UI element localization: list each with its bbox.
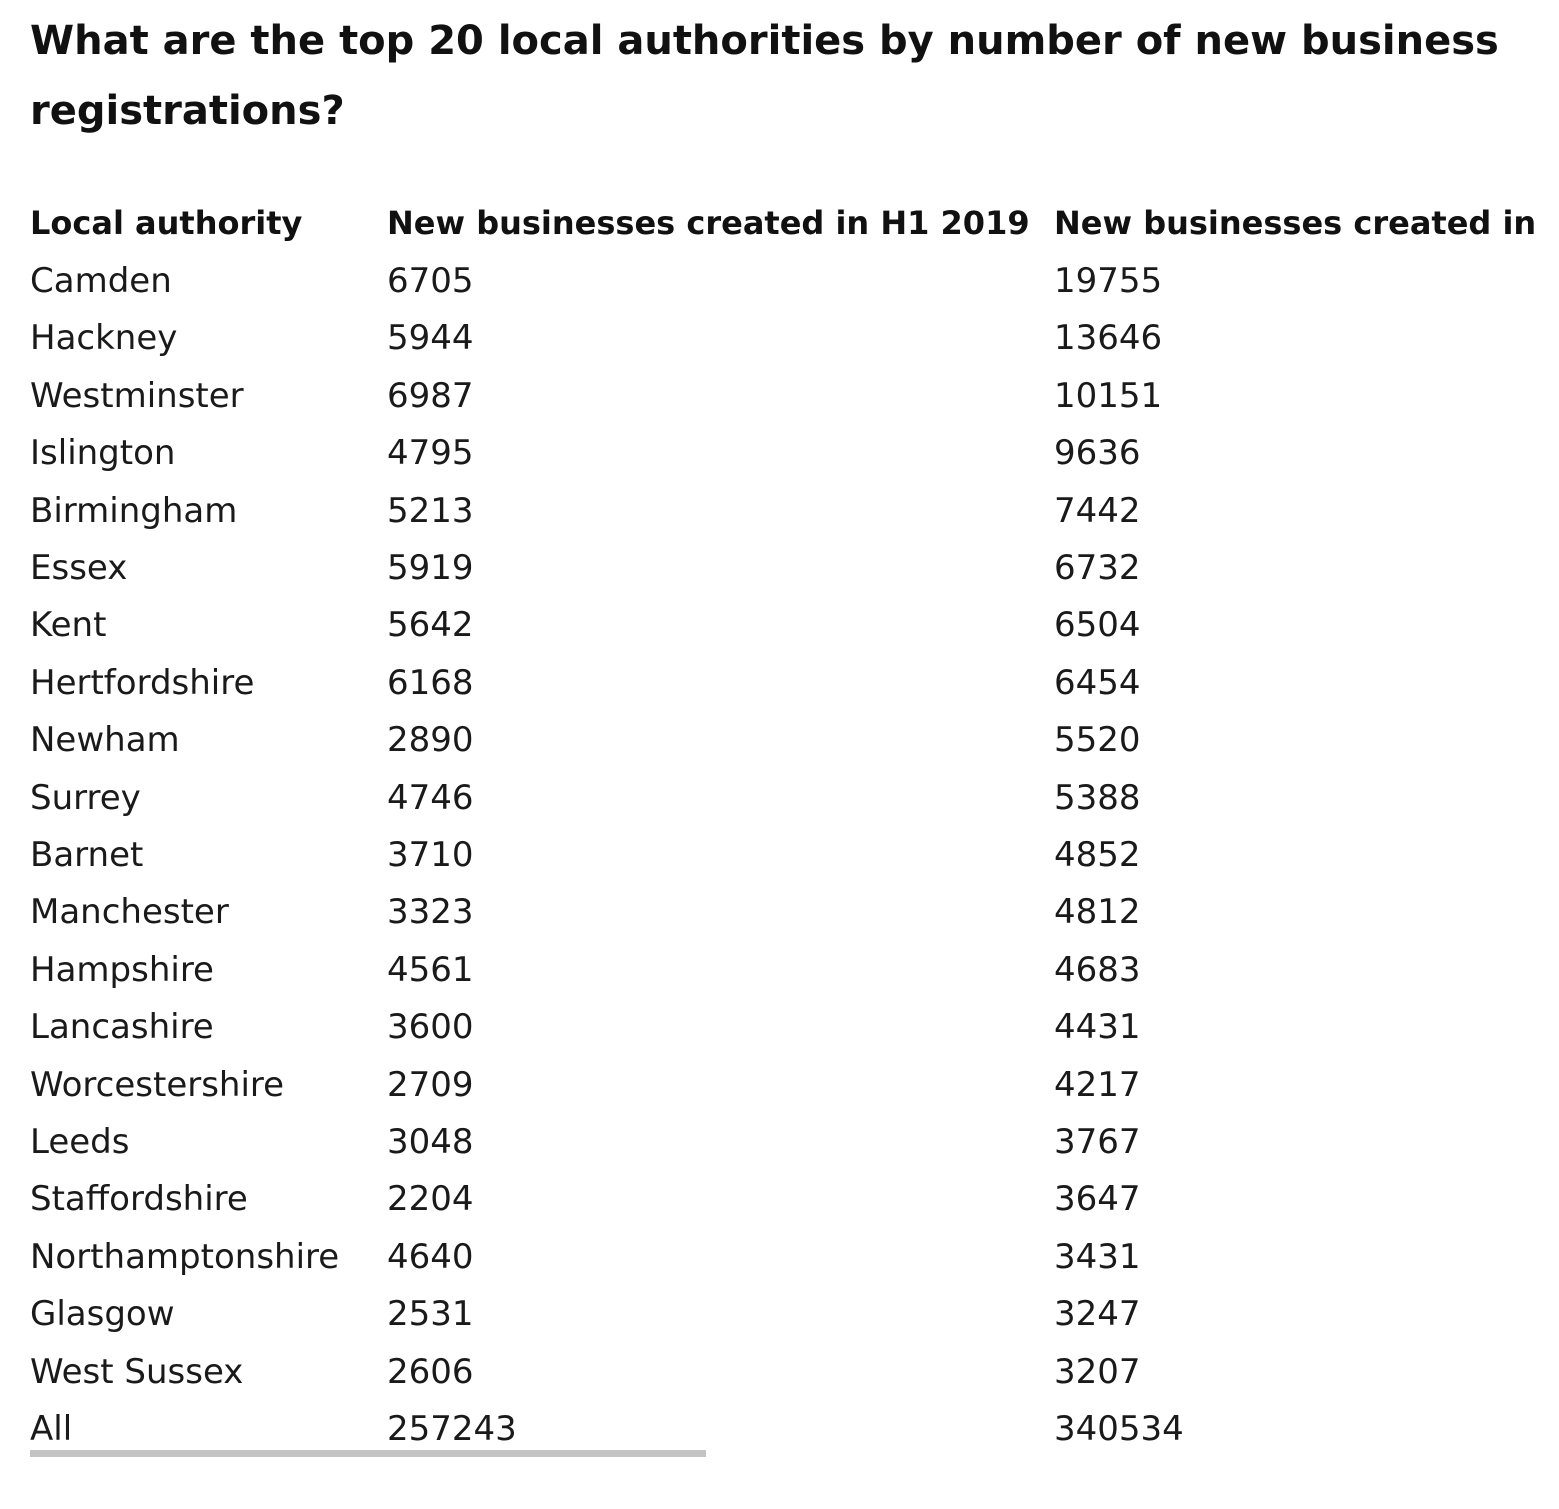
table-row: Lancashire 3600 4431 [0, 999, 1559, 1056]
cell-second-period: 340534 [1054, 1409, 1184, 1449]
cell-second-period: 6732 [1054, 548, 1141, 588]
cell-local-authority: Staffordshire [30, 1179, 248, 1220]
cell-local-authority: Barnet [30, 835, 144, 875]
cell-second-period: 4431 [1054, 1007, 1141, 1048]
cell-h1-2019: 4640 [387, 1236, 474, 1277]
cell-h1-2019: 2709 [387, 1064, 474, 1105]
cell-second-period: 3431 [1054, 1236, 1141, 1277]
cell-h1-2019: 5213 [387, 490, 474, 531]
table-row: Islington 4795 9636 [0, 425, 1559, 482]
table-row: West Sussex 2606 3207 [0, 1344, 1559, 1401]
cell-local-authority: Northamptonshire [30, 1236, 340, 1277]
cell-h1-2019: 2204 [387, 1179, 474, 1220]
cell-second-period: 4852 [1054, 835, 1141, 875]
cell-h1-2019: 3323 [387, 892, 474, 933]
table-row: Birmingham 5213 7442 [0, 483, 1559, 540]
cell-h1-2019: 2890 [387, 720, 474, 761]
cell-h1-2019: 4561 [387, 949, 474, 990]
cell-local-authority: Hackney [30, 318, 178, 359]
cell-second-period: 3767 [1054, 1122, 1141, 1162]
table-row: Manchester 3323 4812 [0, 884, 1559, 941]
cell-local-authority: Manchester [30, 892, 229, 933]
cell-second-period: 3647 [1054, 1179, 1141, 1220]
cell-second-period: 13646 [1054, 318, 1163, 359]
cell-second-period: 19755 [1054, 261, 1163, 301]
table-row: Glasgow 2531 3247 [0, 1286, 1559, 1343]
table-row: Westminster 6987 10151 [0, 368, 1559, 425]
column-header-second-period: New businesses created in [1054, 204, 1537, 242]
horizontal-scrollbar[interactable] [30, 1450, 706, 1457]
cell-local-authority: West Sussex [30, 1351, 244, 1392]
cell-local-authority: Newham [30, 720, 180, 761]
cell-local-authority: Camden [30, 261, 172, 301]
cell-local-authority: Birmingham [30, 490, 238, 531]
table-row: Hackney 5944 13646 [0, 310, 1559, 367]
cell-local-authority: Surrey [30, 777, 141, 818]
table-row: Surrey 4746 5388 [0, 770, 1559, 827]
cell-second-period: 6504 [1054, 605, 1141, 646]
cell-h1-2019: 2606 [387, 1351, 474, 1392]
cell-h1-2019: 4746 [387, 777, 474, 818]
cell-h1-2019: 3600 [387, 1007, 474, 1048]
cell-local-authority: Lancashire [30, 1007, 214, 1048]
cell-second-period: 3247 [1054, 1294, 1141, 1335]
table-row: Essex 5919 6732 [0, 540, 1559, 597]
cell-second-period: 6454 [1054, 662, 1141, 703]
cell-second-period: 5388 [1054, 777, 1141, 818]
table-row: Newham 2890 5520 [0, 712, 1559, 769]
cell-second-period: 7442 [1054, 490, 1141, 531]
cell-h1-2019: 6705 [387, 261, 474, 301]
table-row: Hampshire 4561 4683 [0, 942, 1559, 999]
cell-h1-2019: 257243 [387, 1409, 517, 1449]
cell-second-period: 4683 [1054, 949, 1141, 990]
cell-h1-2019: 5944 [387, 318, 474, 359]
cell-local-authority: Kent [30, 605, 107, 646]
cell-local-authority: Leeds [30, 1122, 130, 1162]
table-row: Worcestershire 2709 4217 [0, 1057, 1559, 1114]
cell-local-authority: Hertfordshire [30, 662, 255, 703]
cell-second-period: 4217 [1054, 1064, 1141, 1105]
cell-h1-2019: 3048 [387, 1122, 474, 1162]
cell-h1-2019: 3710 [387, 835, 474, 875]
column-header-local-authority: Local authority [30, 204, 303, 242]
table-row: Camden 6705 19755 [0, 253, 1559, 310]
table-row: Northamptonshire 4640 3431 [0, 1229, 1559, 1286]
cell-local-authority: All [30, 1409, 73, 1449]
cell-local-authority: Islington [30, 433, 176, 474]
table-row: Barnet 3710 4852 [0, 827, 1559, 884]
cell-second-period: 4812 [1054, 892, 1141, 933]
cell-h1-2019: 6168 [387, 662, 474, 703]
table-total-row: All 257243 340534 [0, 1401, 1559, 1458]
table-row: Staffordshire 2204 3647 [0, 1171, 1559, 1228]
cell-second-period: 9636 [1054, 433, 1141, 474]
cell-h1-2019: 5642 [387, 605, 474, 646]
cell-local-authority: Hampshire [30, 949, 214, 990]
cell-local-authority: Glasgow [30, 1294, 175, 1335]
cell-second-period: 5520 [1054, 720, 1141, 761]
table-row: Leeds 3048 3767 [0, 1114, 1559, 1171]
cell-h1-2019: 2531 [387, 1294, 474, 1335]
cell-second-period: 10151 [1054, 375, 1163, 416]
cell-local-authority: Westminster [30, 375, 244, 416]
cell-local-authority: Worcestershire [30, 1064, 285, 1105]
table-row: Kent 5642 6504 [0, 597, 1559, 654]
cell-h1-2019: 5919 [387, 548, 474, 588]
page-title: What are the top 20 local authorities by… [30, 18, 1499, 134]
cell-h1-2019: 4795 [387, 433, 474, 474]
cell-second-period: 3207 [1054, 1351, 1141, 1392]
table-header-row: Local authority New businesses created i… [0, 195, 1559, 252]
column-header-h1-2019: New businesses created in H1 2019 [387, 204, 1030, 242]
table-row: Hertfordshire 6168 6454 [0, 655, 1559, 712]
cell-h1-2019: 6987 [387, 375, 474, 416]
cell-local-authority: Essex [30, 548, 128, 588]
